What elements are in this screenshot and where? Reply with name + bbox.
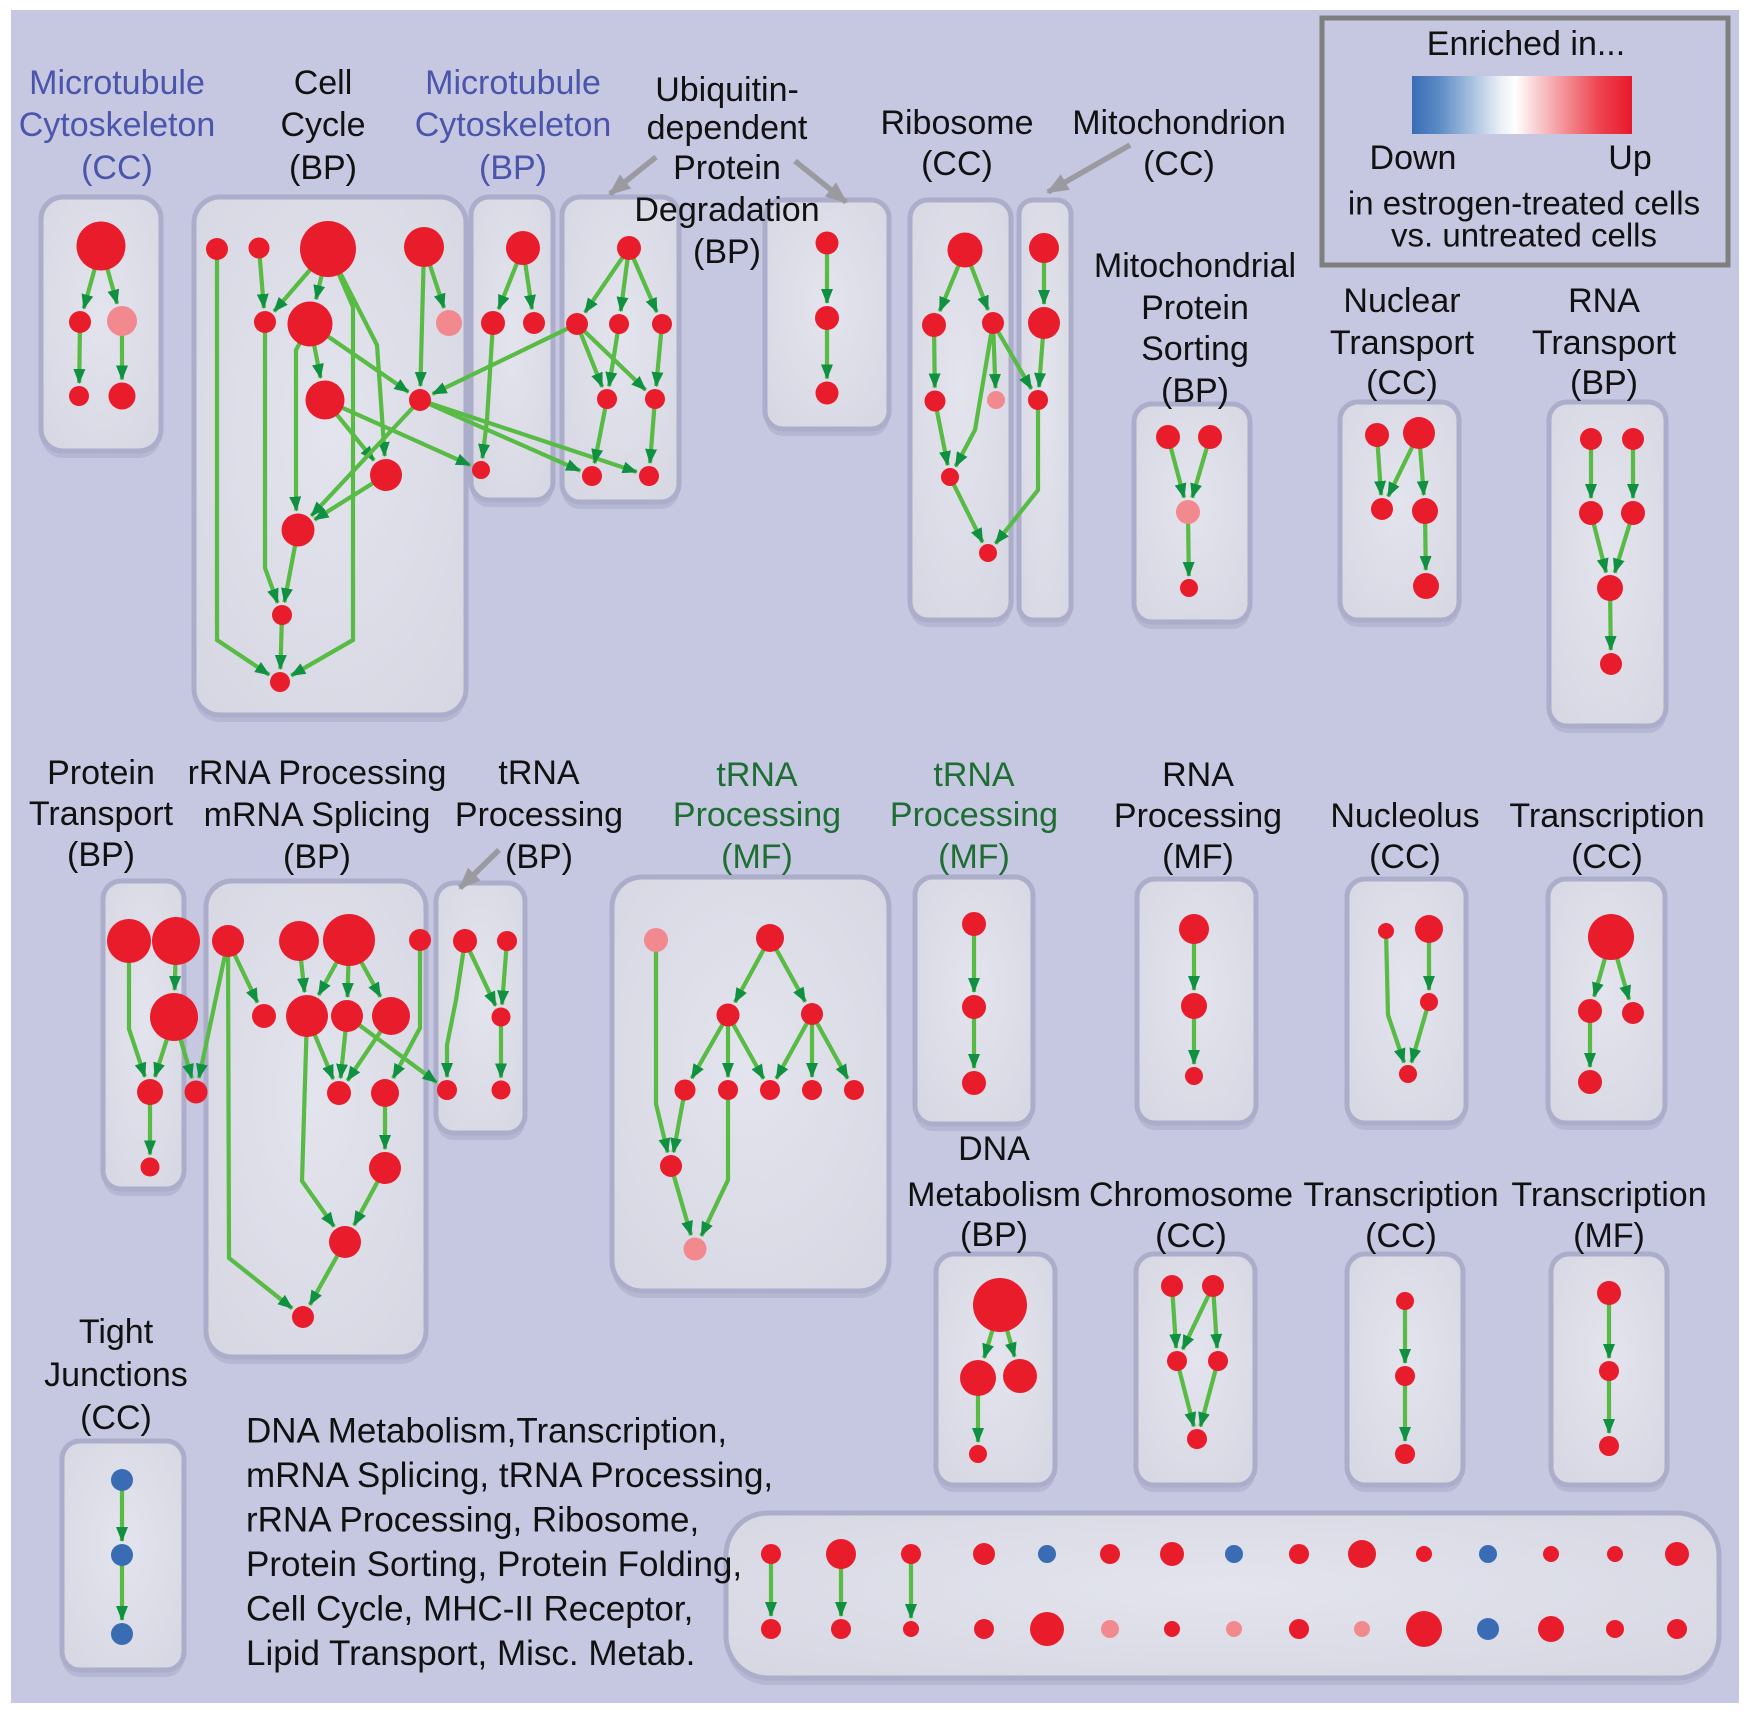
- svg-text:tRNA: tRNA: [498, 754, 580, 792]
- svg-text:Microtubule: Microtubule: [29, 64, 205, 102]
- svg-text:mRNA Splicing, tRNA Processing: mRNA Splicing, tRNA Processing,: [246, 1456, 773, 1495]
- svg-text:(CC): (CC): [1366, 364, 1438, 402]
- svg-text:Protein Sorting, Protein Foldi: Protein Sorting, Protein Folding,: [246, 1545, 742, 1584]
- svg-text:Metabolism: Metabolism: [907, 1176, 1081, 1214]
- svg-text:vs. untreated cells: vs. untreated cells: [1391, 217, 1657, 254]
- svg-text:Processing: Processing: [1114, 797, 1282, 835]
- svg-text:Ribosome: Ribosome: [880, 104, 1033, 142]
- svg-text:(BP): (BP): [693, 233, 761, 271]
- svg-text:Cytoskeleton: Cytoskeleton: [19, 106, 216, 144]
- svg-text:Protein: Protein: [47, 754, 155, 792]
- svg-text:Down: Down: [1370, 139, 1457, 177]
- svg-text:RNA: RNA: [1568, 282, 1640, 320]
- svg-text:Junctions: Junctions: [44, 1356, 188, 1394]
- svg-text:(BP): (BP): [960, 1216, 1028, 1254]
- svg-text:RNA: RNA: [1162, 756, 1234, 794]
- svg-text:Microtubule: Microtubule: [425, 64, 601, 102]
- svg-text:Enriched in...: Enriched in...: [1427, 25, 1625, 63]
- svg-text:(BP): (BP): [1570, 364, 1638, 402]
- svg-text:dependent: dependent: [647, 109, 808, 147]
- svg-text:Transport: Transport: [29, 795, 174, 833]
- svg-text:in estrogen-treated cells: in estrogen-treated cells: [1348, 185, 1700, 222]
- svg-text:Mitochondrion: Mitochondrion: [1072, 104, 1286, 142]
- svg-text:(MF): (MF): [721, 838, 793, 876]
- svg-text:(CC): (CC): [81, 149, 153, 187]
- svg-text:(BP): (BP): [479, 149, 547, 187]
- svg-text:Degradation: Degradation: [634, 191, 819, 229]
- svg-text:Chromosome: Chromosome: [1089, 1176, 1293, 1214]
- svg-text:(BP): (BP): [289, 149, 357, 187]
- svg-text:Cytoskeleton: Cytoskeleton: [415, 106, 612, 144]
- svg-text:(BP): (BP): [505, 838, 573, 876]
- svg-text:mRNA Splicing: mRNA Splicing: [204, 796, 431, 834]
- svg-text:Processing: Processing: [455, 796, 623, 834]
- svg-text:Processing: Processing: [890, 796, 1058, 834]
- svg-text:Cell Cycle, MHC-II Receptor,: Cell Cycle, MHC-II Receptor,: [246, 1590, 693, 1629]
- svg-text:rRNA Processing: rRNA Processing: [188, 754, 447, 792]
- svg-text:Up: Up: [1608, 139, 1651, 177]
- svg-text:(MF): (MF): [1573, 1217, 1645, 1255]
- svg-text:(BP): (BP): [67, 836, 135, 874]
- svg-text:Tight: Tight: [79, 1313, 154, 1351]
- svg-text:Mitochondrial: Mitochondrial: [1094, 247, 1296, 285]
- svg-text:DNA: DNA: [958, 1130, 1030, 1168]
- svg-text:tRNA: tRNA: [716, 756, 798, 794]
- svg-text:(CC): (CC): [1155, 1217, 1227, 1255]
- svg-text:Processing: Processing: [673, 796, 841, 834]
- svg-text:(CC): (CC): [1143, 145, 1215, 183]
- svg-text:Cycle: Cycle: [280, 106, 365, 144]
- svg-text:(MF): (MF): [1162, 838, 1234, 876]
- svg-text:Transcription: Transcription: [1303, 1176, 1498, 1214]
- svg-text:(CC): (CC): [921, 145, 993, 183]
- svg-text:(MF): (MF): [938, 838, 1010, 876]
- svg-text:Transcription: Transcription: [1509, 797, 1704, 835]
- svg-text:Lipid Transport, Misc. Metab.: Lipid Transport, Misc. Metab.: [246, 1634, 695, 1673]
- svg-text:(BP): (BP): [1161, 372, 1229, 410]
- svg-text:(BP): (BP): [283, 838, 351, 876]
- svg-text:Ubiquitin-: Ubiquitin-: [655, 71, 799, 109]
- svg-text:Transport: Transport: [1330, 324, 1475, 362]
- svg-text:Sorting: Sorting: [1141, 330, 1249, 368]
- svg-text:Transcription: Transcription: [1511, 1176, 1706, 1214]
- svg-text:Protein: Protein: [1141, 289, 1249, 327]
- svg-text:(CC): (CC): [1369, 838, 1441, 876]
- svg-text:Transport: Transport: [1532, 324, 1677, 362]
- svg-text:tRNA: tRNA: [933, 756, 1015, 794]
- svg-text:(CC): (CC): [80, 1399, 152, 1437]
- svg-text:rRNA Processing, Ribosome,: rRNA Processing, Ribosome,: [246, 1501, 699, 1540]
- svg-text:DNA Metabolism,Transcription,: DNA Metabolism,Transcription,: [246, 1412, 727, 1451]
- svg-text:(CC): (CC): [1571, 838, 1643, 876]
- svg-text:Protein: Protein: [673, 149, 781, 187]
- svg-text:Nucleolus: Nucleolus: [1330, 797, 1479, 835]
- svg-text:Cell: Cell: [294, 64, 353, 102]
- svg-text:(CC): (CC): [1365, 1217, 1437, 1255]
- svg-text:Nuclear: Nuclear: [1343, 282, 1460, 320]
